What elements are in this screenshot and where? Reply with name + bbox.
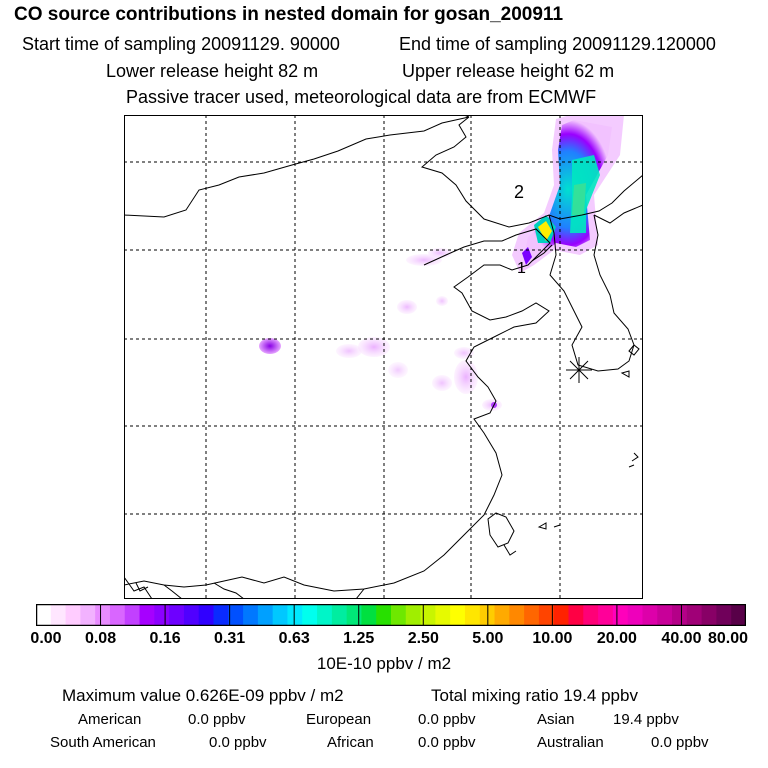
color-scale-tick-label: 2.50 <box>407 630 439 647</box>
south-american-value: 0.0 ppbv <box>209 734 267 751</box>
concentration-map: 2 1 <box>124 115 643 599</box>
australian-label: Australian <box>537 734 604 751</box>
color-scale-cell <box>686 604 703 626</box>
color-scale-cell <box>272 604 288 626</box>
color-scale-cell <box>420 604 436 626</box>
color-scale-cell <box>464 604 481 626</box>
max-value-label: Maximum value 0.626E-09 ppbv / m2 <box>62 686 344 705</box>
color-scale-tick-label: 1.25 <box>343 630 375 647</box>
color-scale-tick-label: 5.00 <box>472 630 504 647</box>
color-scale-cell <box>331 604 348 626</box>
color-scale-cell <box>154 604 170 626</box>
color-scale-cell <box>494 604 510 626</box>
color-scale-cell <box>538 604 555 626</box>
color-scale-cell <box>435 604 451 626</box>
color-scale-cell <box>302 604 318 626</box>
color-scale-cell <box>405 604 422 626</box>
color-scale-cell <box>657 604 673 626</box>
color-scale-cell <box>450 604 466 626</box>
plume-spot-west <box>259 338 281 354</box>
color-scale-cell <box>36 604 52 626</box>
color-scale-cell <box>509 604 525 626</box>
color-scale-cell <box>228 604 244 626</box>
map-frame <box>124 115 643 599</box>
color-scale-cell <box>124 604 141 626</box>
color-scale-tick-label: 0.16 <box>149 630 181 647</box>
color-scale-cell <box>198 604 214 626</box>
european-label: European <box>306 711 372 728</box>
color-scale-tick-label: 0.31 <box>214 630 246 647</box>
color-scale-cell <box>672 604 688 626</box>
australian-value: 0.0 ppbv <box>651 734 709 751</box>
color-scale-cell <box>109 604 126 626</box>
color-scale-cell <box>612 604 629 626</box>
color-scale-tick-label: 80.00 <box>707 630 749 647</box>
color-scale-unit: 10E-10 ppbv / m2 <box>316 654 452 673</box>
asian-value: 19.4 ppbv <box>613 711 679 728</box>
color-scale-cell <box>553 604 569 626</box>
color-scale-cell <box>627 604 643 626</box>
total-mixing-label: Total mixing ratio 19.4 ppbv <box>431 686 638 705</box>
end-time-label: End time of sampling 20091129.120000 <box>399 34 716 54</box>
color-scale-cell <box>568 604 584 626</box>
color-scale-cell <box>287 604 303 626</box>
color-scale-tick-label: 0.63 <box>278 630 310 647</box>
color-scale-cell <box>376 604 392 626</box>
map-gridlines <box>124 115 643 599</box>
color-scale-tick-label: 40.00 <box>661 630 702 647</box>
lower-release-label: Lower release height 82 m <box>106 61 319 81</box>
receptor-label-1: 1 <box>517 260 526 277</box>
color-scale-cell <box>583 604 599 626</box>
color-scale-cell <box>346 604 362 626</box>
start-time-label: Start time of sampling 20091129. 90000 <box>22 34 340 54</box>
african-label: African <box>327 734 374 751</box>
upper-release-label: Upper release height 62 m <box>402 61 615 81</box>
asian-label: Asian <box>537 711 575 728</box>
receptor-label-2: 2 <box>514 182 524 202</box>
color-scale-tick-label: 20.00 <box>596 630 637 647</box>
color-scale-cell <box>213 604 229 626</box>
american-label: American <box>78 711 142 728</box>
color-scale-tick-label: 0.08 <box>84 630 117 647</box>
color-scale-cell <box>139 604 155 626</box>
color-scale-cell <box>317 604 333 626</box>
color-scale-cell <box>95 604 111 626</box>
african-value: 0.0 ppbv <box>418 734 476 751</box>
color-scale-cell <box>361 604 377 626</box>
european-value: 0.0 ppbv <box>418 711 476 728</box>
color-scale-cell <box>183 604 200 626</box>
color-scale-cell <box>598 604 614 626</box>
plume-faint <box>336 248 502 411</box>
color-scale-tick-label: 0.00 <box>30 630 62 647</box>
color-scale-cell <box>257 604 274 626</box>
color-scale-cell <box>65 604 81 626</box>
south-american-label: South American <box>50 734 156 751</box>
color-scale-cell <box>642 604 658 626</box>
color-scale-tick-label: 10.00 <box>532 630 573 647</box>
american-value: 0.0 ppbv <box>188 711 246 728</box>
color-scale-cell <box>169 604 185 626</box>
plume-main <box>512 115 624 273</box>
color-scale-cell <box>80 604 96 626</box>
receptor-star-icon <box>566 357 592 383</box>
color-scale-bar <box>36 604 746 626</box>
color-scale-cell <box>701 604 717 626</box>
color-scale-cell <box>716 604 732 626</box>
coastlines <box>124 115 643 599</box>
color-scale-cell <box>391 604 407 626</box>
color-scale-cell <box>524 604 540 626</box>
color-scale-cell <box>731 604 746 626</box>
plot-title: CO source contributions in nested domain… <box>14 4 564 25</box>
color-scale-cell <box>243 604 259 626</box>
tracer-note: Passive tracer used, meteorological data… <box>126 87 597 107</box>
color-scale-cell <box>50 604 67 626</box>
